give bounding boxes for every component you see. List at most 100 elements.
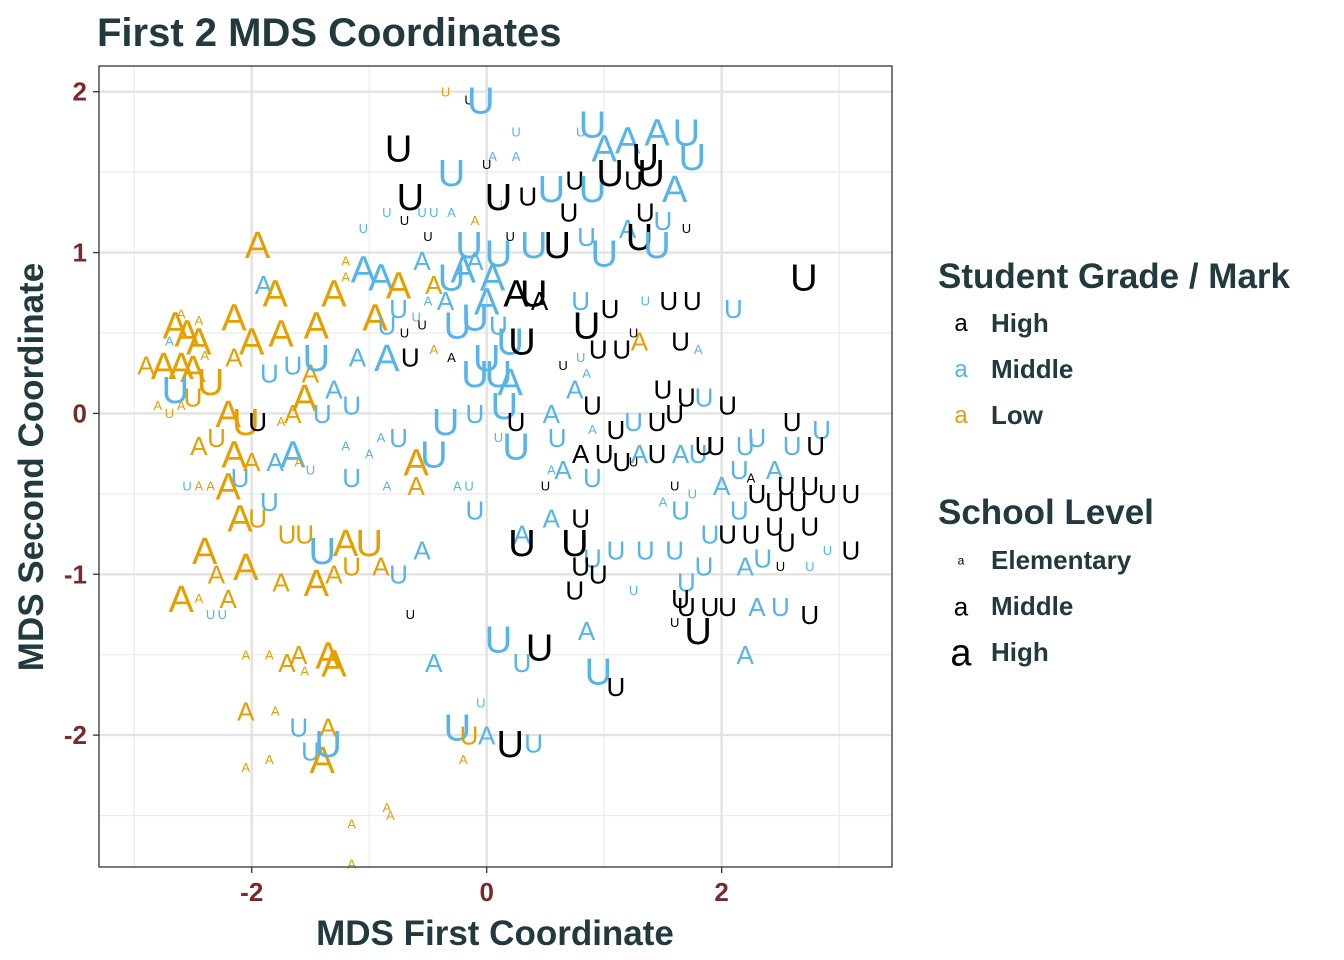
data-point: A bbox=[372, 552, 390, 582]
data-point: U bbox=[313, 399, 332, 429]
data-point: A bbox=[292, 378, 318, 420]
data-point: U bbox=[641, 294, 650, 309]
legend-school-label: High bbox=[991, 637, 1049, 667]
data-point: U bbox=[648, 439, 667, 469]
data-point: U bbox=[505, 229, 514, 244]
data-point: U bbox=[589, 560, 608, 590]
data-point: U bbox=[648, 407, 667, 437]
data-point: A bbox=[480, 257, 506, 299]
data-point: U bbox=[571, 286, 590, 316]
data-point: A bbox=[447, 205, 456, 220]
data-point: A bbox=[302, 359, 320, 389]
data-point: A bbox=[413, 535, 431, 565]
data-point: A bbox=[263, 273, 289, 315]
data-point: U bbox=[670, 478, 679, 493]
data-point: U bbox=[423, 229, 432, 244]
data-point: U bbox=[654, 375, 673, 405]
data-point: U bbox=[476, 696, 485, 711]
data-point: A bbox=[466, 246, 484, 276]
data-point: A bbox=[713, 471, 731, 501]
data-point: U bbox=[455, 225, 482, 267]
data-point: A bbox=[153, 398, 162, 413]
data-point: U bbox=[359, 221, 368, 236]
data-point: A bbox=[437, 286, 455, 316]
data-point: A bbox=[644, 113, 670, 155]
data-point: U bbox=[526, 627, 553, 669]
data-point: U bbox=[438, 257, 465, 299]
data-point: U bbox=[494, 430, 503, 445]
data-point: U bbox=[579, 105, 606, 147]
data-point: A bbox=[631, 439, 649, 469]
legend-grade-label: Low bbox=[991, 400, 1044, 430]
data-point: U bbox=[303, 338, 330, 380]
data-point: U bbox=[520, 225, 547, 267]
data-point: A bbox=[471, 213, 480, 228]
data-point: U bbox=[342, 552, 361, 582]
data-point: U bbox=[596, 153, 623, 195]
data-point: A bbox=[255, 270, 273, 300]
data-point: U bbox=[612, 334, 631, 364]
data-point: U bbox=[389, 294, 408, 324]
data-point: U bbox=[507, 407, 526, 437]
chart-title: First 2 MDS Coordinates bbox=[97, 11, 562, 55]
data-point: U bbox=[500, 197, 509, 212]
data-point: U bbox=[400, 326, 409, 341]
data-point: A bbox=[347, 816, 356, 831]
data-point: U bbox=[206, 607, 215, 622]
data-point: U bbox=[429, 205, 438, 220]
data-point: A bbox=[190, 431, 208, 461]
data-point: U bbox=[301, 737, 320, 767]
data-point: U bbox=[612, 447, 631, 477]
data-point: A bbox=[615, 121, 641, 163]
data-point: A bbox=[319, 712, 337, 742]
data-point: U bbox=[513, 648, 532, 678]
data-point: U bbox=[401, 342, 420, 372]
data-point: A bbox=[531, 286, 549, 316]
data-point: U bbox=[485, 177, 512, 219]
data-point: A bbox=[315, 635, 341, 677]
legend-grade-label: Middle bbox=[991, 354, 1073, 384]
data-point: A bbox=[341, 438, 350, 453]
data-point: U bbox=[765, 511, 784, 541]
data-point: U bbox=[548, 423, 567, 453]
data-point: U bbox=[489, 310, 508, 340]
data-point: U bbox=[659, 286, 678, 316]
data-point: U bbox=[420, 434, 447, 476]
data-point: U bbox=[342, 391, 361, 421]
data-point: U bbox=[701, 519, 720, 549]
legend-grade-key: a bbox=[954, 356, 968, 383]
legend-school-key: a bbox=[954, 591, 969, 621]
data-point: U bbox=[260, 487, 279, 517]
data-point: U bbox=[776, 559, 785, 574]
y-tick-label: 0 bbox=[73, 398, 87, 428]
data-point: U bbox=[718, 592, 737, 622]
data-point: U bbox=[485, 233, 512, 275]
data-point: U bbox=[248, 407, 267, 437]
data-point: U bbox=[583, 544, 602, 574]
data-point: U bbox=[607, 415, 626, 445]
data-point: U bbox=[460, 720, 479, 750]
data-point: A bbox=[368, 257, 394, 299]
data-point: A bbox=[165, 334, 174, 349]
data-point: U bbox=[688, 487, 697, 502]
data-point: U bbox=[812, 415, 831, 445]
data-point: U bbox=[518, 182, 537, 212]
data-point: U bbox=[355, 523, 382, 565]
data-point: U bbox=[643, 225, 670, 267]
data-point: A bbox=[736, 552, 754, 582]
data-point: A bbox=[512, 149, 521, 164]
data-point: A bbox=[300, 663, 309, 678]
data-point: A bbox=[284, 399, 302, 429]
data-point: A bbox=[631, 326, 649, 356]
data-point: A bbox=[341, 269, 350, 284]
data-point: U bbox=[389, 423, 408, 453]
data-point: A bbox=[408, 471, 426, 501]
data-point: U bbox=[466, 495, 485, 525]
data-point: A bbox=[294, 454, 303, 469]
data-point: A bbox=[277, 414, 286, 429]
data-point: U bbox=[232, 402, 259, 444]
data-point: A bbox=[221, 298, 247, 340]
data-point: A bbox=[233, 547, 259, 589]
data-point: A bbox=[429, 342, 438, 357]
